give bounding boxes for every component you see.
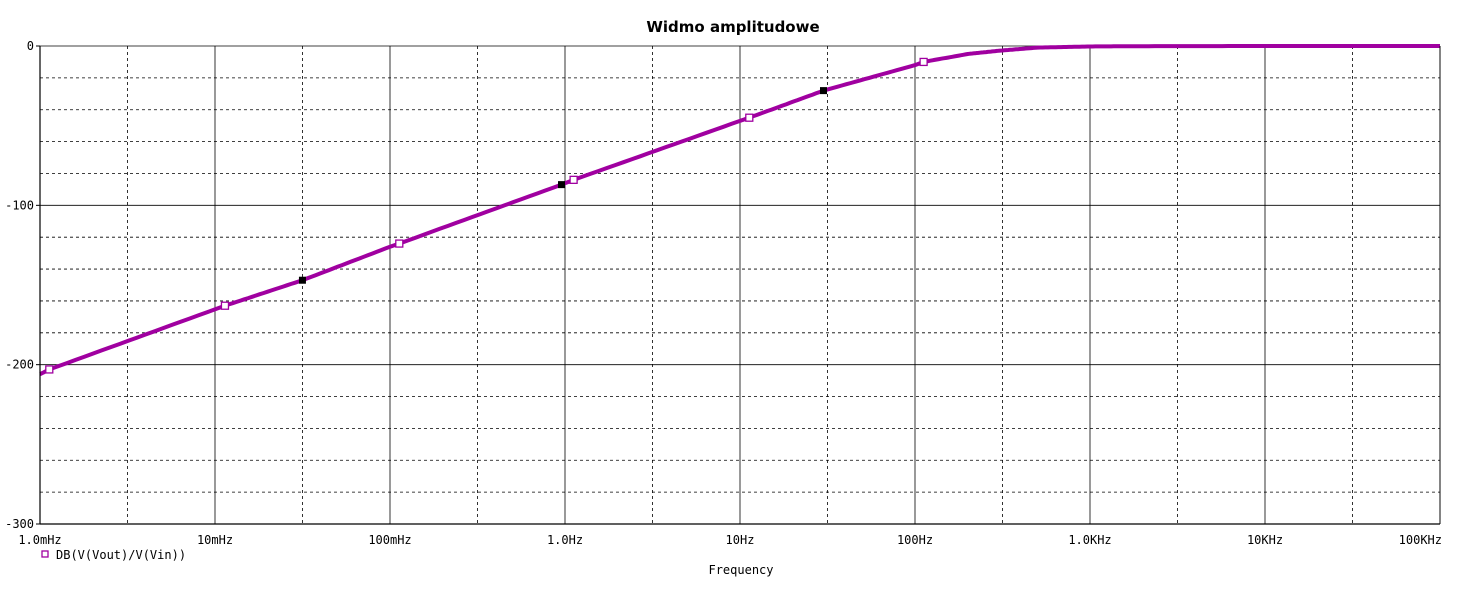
x-tick-label: 10KHz	[1247, 533, 1283, 547]
x-tick-label: 100mHz	[368, 533, 411, 547]
data-point-marker	[919, 57, 928, 67]
data-point-marker	[220, 301, 230, 310]
y-tick-label: -300	[5, 517, 34, 531]
grid	[39, 45, 1441, 525]
legend-marker	[41, 550, 49, 558]
plot-frame	[39, 46, 1441, 525]
x-tick-label: 100KHz	[1399, 533, 1442, 547]
data-point-marker	[45, 365, 54, 374]
x-tick-label: 1.0KHz	[1068, 533, 1111, 547]
data-point-marker-filled	[819, 87, 827, 95]
data-point-marker	[745, 113, 754, 122]
series-line-0	[38, 44, 1440, 377]
y-axis-ticks: 0 -100 -200 -300	[5, 39, 40, 531]
x-axis-label: Frequency	[708, 563, 773, 577]
legend-series-name: DB(V(Vout)/V(Vin))	[56, 548, 186, 562]
y-tick-label: -200	[5, 358, 34, 372]
x-axis-ticks: 1.0mHz 10mHz 100mHz 1.0Hz 10Hz 100Hz 1.0KHz 10K…	[18, 533, 1442, 547]
x-tick-label: 100Hz	[897, 533, 933, 547]
x-tick-label: 10mHz	[197, 533, 233, 547]
x-tick-label: 10Hz	[726, 533, 755, 547]
x-tick-label: 1.0mHz	[18, 533, 61, 547]
legend: DB(V(Vout)/V(Vin))	[41, 548, 186, 562]
data-point-marker-filled	[558, 181, 566, 189]
data-point-marker	[395, 239, 404, 248]
chart-title: Widmo amplitudowe	[646, 18, 819, 36]
data-point-marker	[569, 175, 578, 184]
data-point-marker-filled	[298, 276, 306, 284]
x-tick-label: 1.0Hz	[547, 533, 583, 547]
series-layer	[38, 44, 1440, 377]
y-tick-label: -100	[5, 198, 34, 212]
y-tick-label: 0	[27, 39, 34, 53]
